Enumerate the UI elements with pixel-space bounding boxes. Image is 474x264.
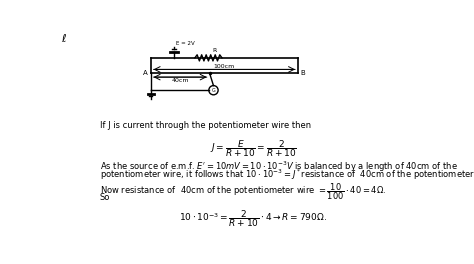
Text: As the source of e.m.f. $E^{\prime} = 10mV = 10 \cdot 10^{-3}V$ is balanced by a: As the source of e.m.f. $E^{\prime} = 10… <box>100 159 457 174</box>
Text: E = 2V: E = 2V <box>175 41 194 46</box>
Text: $10 \cdot 10^{-3} = \dfrac{2}{R + 10} \cdot 4 \rightarrow R = 790\Omega$.: $10 \cdot 10^{-3} = \dfrac{2}{R + 10} \c… <box>179 208 327 229</box>
Text: R: R <box>212 48 217 53</box>
Text: 40cm: 40cm <box>172 78 189 83</box>
Text: Now resistance of  40cm of the potentiometer wire $= \dfrac{10}{100} \cdot 40 = : Now resistance of 40cm of the potentiome… <box>100 182 386 202</box>
Text: $J = \dfrac{E}{R + 10} = \dfrac{2}{R + 10}$: $J = \dfrac{E}{R + 10} = \dfrac{2}{R + 1… <box>210 138 296 159</box>
Text: B: B <box>300 70 305 76</box>
Text: So: So <box>100 193 110 202</box>
Text: A: A <box>143 70 147 76</box>
Text: If J is current through the potentiometer wire then: If J is current through the potentiomete… <box>100 121 310 130</box>
Text: G: G <box>211 88 215 93</box>
Text: 100cm: 100cm <box>214 64 235 69</box>
Text: potentiometer wire, it follows that $10 \cdot 10^{-3} = J^*$resistance of  40cm : potentiometer wire, it follows that $10 … <box>100 168 474 182</box>
Text: ℓ: ℓ <box>62 34 66 44</box>
